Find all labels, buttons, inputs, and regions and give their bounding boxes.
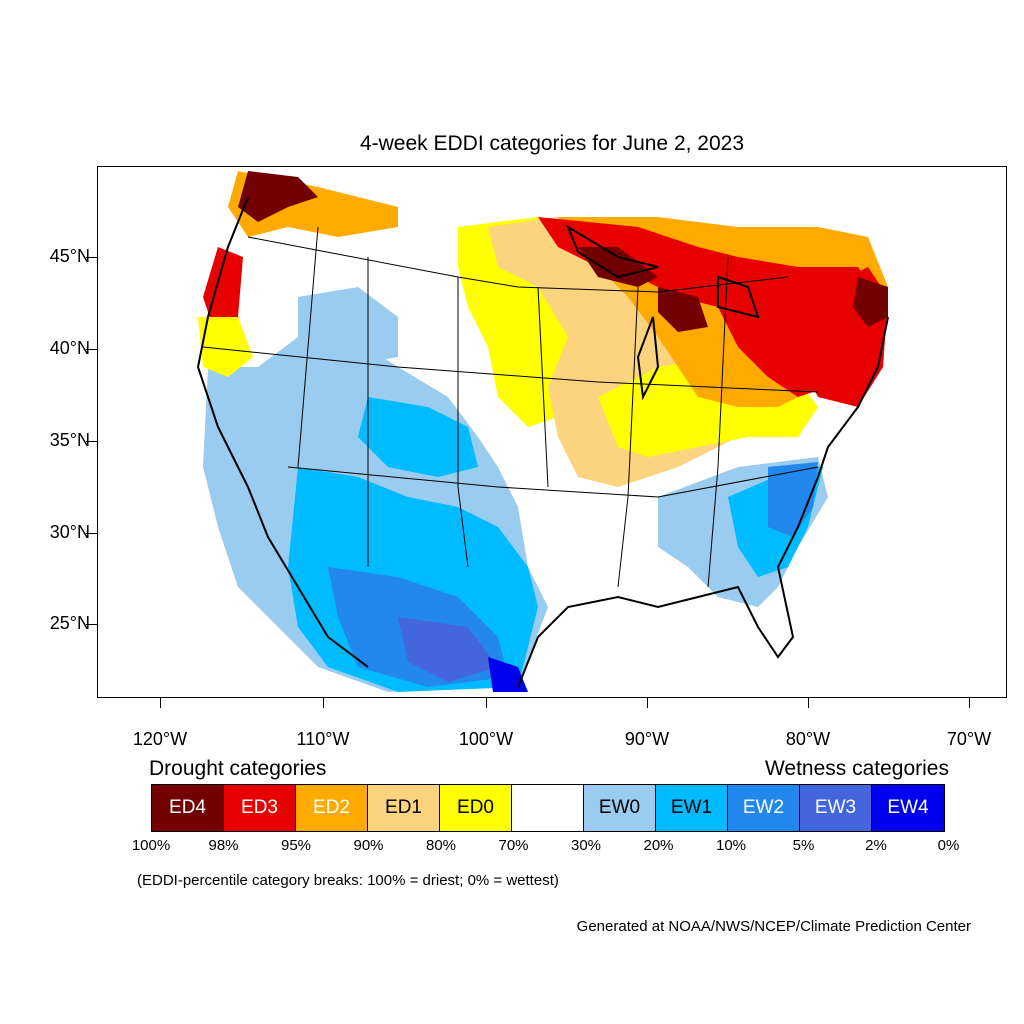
percent-break-label: 30% [570, 837, 602, 854]
x-axis-label: 90°W [624, 729, 670, 749]
y-tick [86, 349, 97, 350]
percent-break-label: 70% [498, 837, 529, 854]
x-tick [323, 697, 324, 708]
legend-box-ed1: ED1 [368, 785, 440, 831]
legend-box-ew1: EW1 [656, 785, 728, 831]
percent-break-label: 90% [353, 837, 384, 854]
great-lakes-ed4-patch [578, 247, 658, 287]
legend-box-ew2: EW2 [728, 785, 800, 831]
percent-break-label: 98% [208, 837, 239, 854]
state-boundaries [202, 226, 819, 588]
legend-box-ew4: EW4 [872, 785, 944, 831]
legend-box-ed2: ED2 [296, 785, 368, 831]
west-coast-ed0 [198, 317, 253, 377]
x-axis-label: 80°W [785, 729, 831, 749]
category-breaks-note: (EDDI-percentile category breaks: 100% =… [137, 872, 559, 889]
y-axis-label: 30°N [49, 522, 90, 542]
coastlines [196, 196, 889, 688]
legend-box-ed4: ED4 [152, 785, 224, 831]
credit-line: Generated at NOAA/NWS/NCEP/Climate Predi… [576, 918, 971, 935]
y-axis-label: 35°N [49, 430, 90, 450]
y-tick [86, 624, 97, 625]
percent-break-label: 20% [643, 837, 674, 854]
percent-break-label: 100% [131, 837, 171, 854]
legend-colorbar: ED4 ED3 ED2 ED1 ED0 EW0 EW1 EW2 EW3 EW4 [151, 784, 945, 832]
map-panel [97, 166, 1007, 698]
texas-ew3-region [398, 617, 498, 682]
carolina-ew2-region [768, 462, 818, 537]
legend-box-ew3: EW3 [800, 785, 872, 831]
eddi-map [196, 171, 898, 692]
michigan-ed4-patch [658, 287, 708, 332]
x-axis-label: 120°W [132, 729, 188, 749]
x-tick [160, 697, 161, 708]
northwest-wet-patch [298, 287, 398, 367]
oregon-coast-ed3 [203, 247, 243, 327]
pacific-northwest-ed4 [238, 171, 318, 222]
maine-ed4-patch [853, 277, 888, 327]
south-texas-ew4-region [488, 657, 528, 692]
wetness-categories-heading: Wetness categories [764, 757, 949, 780]
percent-break-label: 0% [937, 837, 960, 854]
x-tick [808, 697, 809, 708]
legend-box-ed3: ED3 [224, 785, 296, 831]
drought-categories-heading: Drought categories [149, 757, 327, 780]
percent-break-label: 95% [280, 837, 312, 854]
y-tick [86, 533, 97, 534]
legend-box-ew0: EW0 [584, 785, 656, 831]
percent-break-label: 2% [865, 837, 887, 854]
y-axis-label: 40°N [49, 338, 90, 358]
legend-box-ed0: ED0 [440, 785, 512, 831]
y-axis-label: 45°N [49, 246, 90, 266]
colorado-ew1-region [358, 397, 478, 477]
y-tick [86, 441, 97, 442]
x-axis-label: 70°W [946, 729, 992, 749]
percent-break-label: 5% [792, 837, 815, 854]
percent-break-label: 10% [715, 837, 747, 854]
percent-break-label: 80% [425, 837, 457, 854]
x-tick [486, 697, 487, 708]
y-tick [86, 257, 97, 258]
x-tick [647, 697, 648, 708]
legend-box-neutral [512, 785, 584, 831]
x-tick [969, 697, 970, 708]
y-axis-label: 25°N [49, 613, 90, 633]
map-title: 4-week EDDI categories for June 2, 2023 [359, 132, 745, 155]
x-axis-label: 110°W [296, 729, 350, 749]
x-axis-label: 100°W [458, 729, 514, 749]
